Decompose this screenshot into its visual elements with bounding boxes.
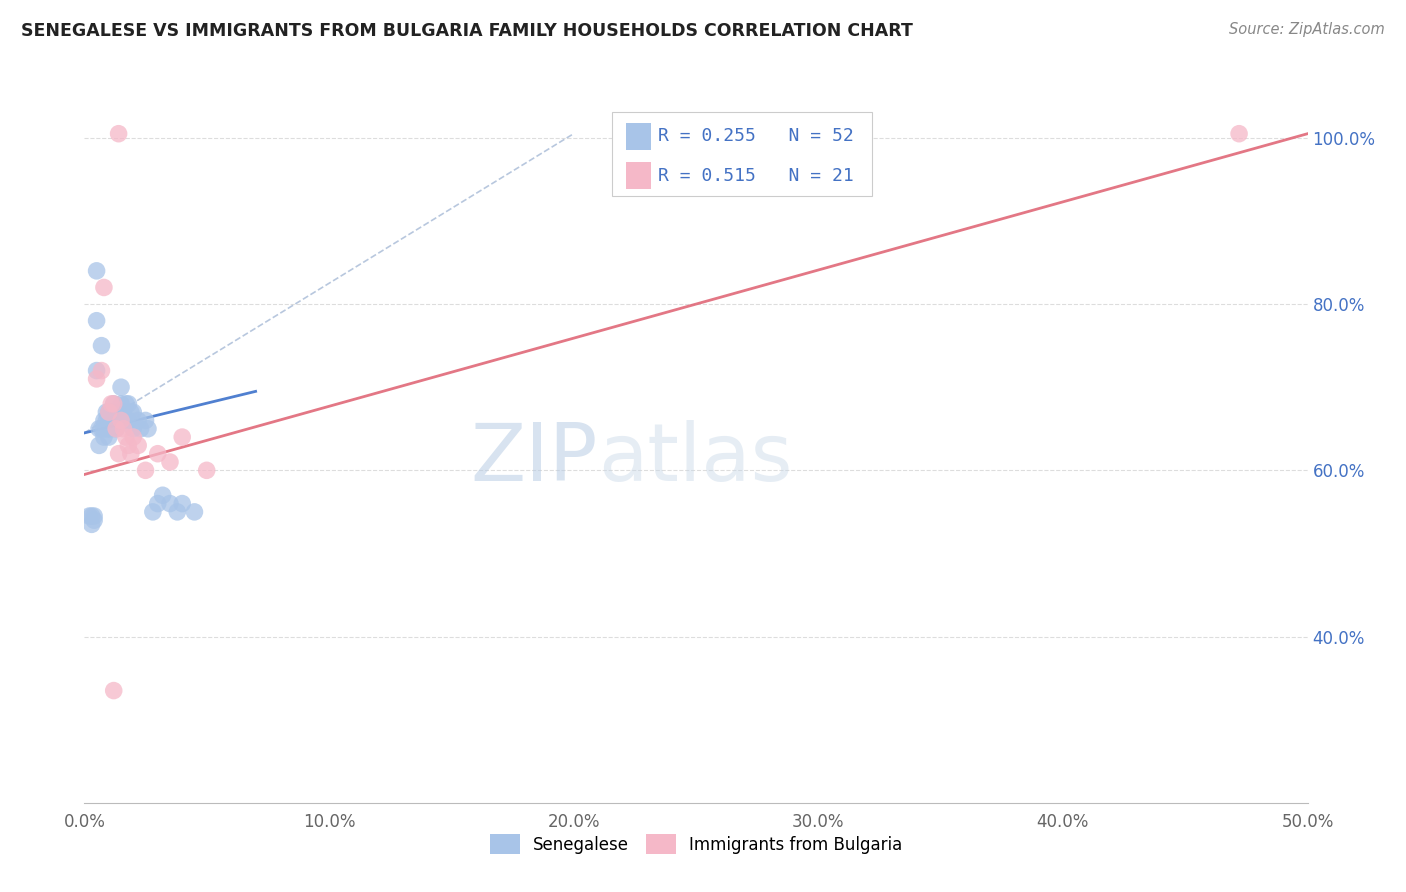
Point: [97, 405, 120, 419]
Point: [86, 314, 108, 328]
Point: [183, 505, 205, 519]
Point: [110, 397, 132, 411]
Point: [86, 363, 108, 377]
Legend: Senegalese, Immigrants from Bulgaria: Senegalese, Immigrants from Bulgaria: [484, 828, 908, 860]
Point: [105, 422, 128, 436]
Point: [112, 405, 135, 419]
Point: [100, 413, 122, 427]
Point: [87, 422, 110, 436]
Point: [166, 505, 188, 519]
Point: [107, 447, 129, 461]
Point: [127, 438, 149, 452]
Point: [96, 413, 118, 427]
Point: [96, 405, 118, 419]
Point: [146, 447, 169, 461]
Point: [172, 497, 194, 511]
Text: R = 0.255   N = 52: R = 0.255 N = 52: [658, 128, 853, 145]
Point: [86, 264, 108, 278]
Point: [87, 438, 110, 452]
Point: [90, 339, 112, 353]
Point: [142, 505, 165, 519]
Point: [195, 463, 218, 477]
Point: [100, 397, 122, 411]
Point: [105, 422, 128, 436]
Point: [103, 405, 125, 419]
Point: [110, 413, 132, 427]
Point: [1227, 127, 1250, 141]
Point: [96, 422, 118, 436]
Point: [112, 422, 135, 436]
Point: [122, 422, 145, 436]
Point: [127, 413, 149, 427]
Point: [100, 422, 122, 436]
Point: [90, 363, 112, 377]
Point: [93, 430, 115, 444]
Text: Source: ZipAtlas.com: Source: ZipAtlas.com: [1229, 22, 1385, 37]
Point: [172, 430, 194, 444]
Point: [103, 397, 125, 411]
Point: [117, 438, 139, 452]
Point: [86, 372, 108, 386]
Point: [80, 517, 103, 532]
Point: [103, 683, 125, 698]
Point: [146, 497, 169, 511]
Text: R = 0.515   N = 21: R = 0.515 N = 21: [658, 167, 853, 185]
Point: [107, 127, 129, 141]
Point: [135, 463, 157, 477]
Point: [93, 413, 115, 427]
Point: [112, 413, 135, 427]
Point: [103, 397, 125, 411]
Point: [120, 405, 142, 419]
Point: [90, 422, 112, 436]
Point: [105, 413, 128, 427]
Point: [159, 497, 181, 511]
Point: [77, 509, 100, 524]
Point: [120, 447, 142, 461]
Point: [115, 430, 138, 444]
Point: [100, 405, 122, 419]
Point: [97, 430, 120, 444]
Point: [93, 280, 115, 294]
Point: [129, 422, 152, 436]
Point: [107, 413, 129, 427]
Point: [122, 430, 145, 444]
Text: SENEGALESE VS IMMIGRANTS FROM BULGARIA FAMILY HOUSEHOLDS CORRELATION CHART: SENEGALESE VS IMMIGRANTS FROM BULGARIA F…: [21, 22, 912, 40]
Point: [83, 513, 105, 527]
Point: [97, 422, 120, 436]
Point: [97, 413, 120, 427]
Point: [122, 405, 145, 419]
Point: [110, 380, 132, 394]
Point: [159, 455, 181, 469]
Point: [135, 413, 157, 427]
Text: ZIP: ZIP: [471, 420, 598, 498]
Point: [93, 422, 115, 436]
Text: atlas: atlas: [598, 420, 793, 498]
Point: [136, 422, 159, 436]
Point: [97, 405, 120, 419]
Point: [107, 405, 129, 419]
Point: [117, 397, 139, 411]
Point: [80, 509, 103, 524]
Point: [152, 488, 174, 502]
Point: [115, 397, 138, 411]
Point: [117, 413, 139, 427]
Point: [83, 509, 105, 524]
